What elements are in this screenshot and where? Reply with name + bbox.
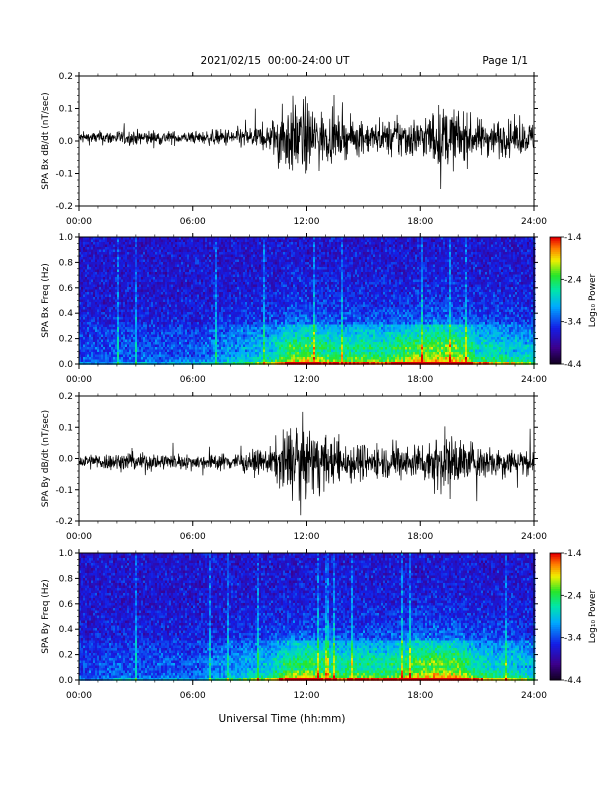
x-axis-title: Universal Time (hh:mm) — [219, 713, 346, 725]
y-tick-label: 0.2 — [59, 335, 73, 345]
x-tick-label: 24:00 — [521, 217, 547, 227]
y-tick-label: 0.0 — [59, 676, 74, 686]
panel-4: -1.4 -2.4 -3.4 -4.4 Log₁₀ Power 1.0 0.8 0.6 0.4 0… — [41, 549, 598, 701]
y-tick-label: 0.8 — [59, 258, 74, 268]
y-tick-label: -0.2 — [55, 202, 73, 212]
x-tick-label: 06:00 — [180, 691, 206, 701]
y-tick-label: 0.1 — [59, 423, 73, 433]
y-tick-label: -0.1 — [55, 170, 73, 180]
x-tick-label: 00:00 — [66, 375, 92, 385]
y-tick-label: 1.0 — [59, 549, 74, 559]
x-tick-label: 00:00 — [66, 691, 92, 701]
colorbar-tick-label: -3.4 — [564, 634, 582, 644]
y-tick-label: 1.0 — [59, 233, 74, 243]
y-tick-label: 0.6 — [59, 284, 74, 294]
x-tick-label: 06:00 — [180, 532, 206, 542]
x-tick-label: 12:00 — [294, 691, 320, 701]
y-tick-label: 0.1 — [59, 105, 73, 115]
panels: 0.2 0.1 0.0 -0.1 -0.2 00:00 06:00 12:00 18:00 24:… — [41, 72, 598, 701]
x-tick-label: 12:00 — [294, 217, 320, 227]
colorbar-tick-label: -1.4 — [564, 549, 582, 559]
colorbar-label: Log₁₀ Power — [588, 590, 598, 644]
x-tick-label: 12:00 — [294, 375, 320, 385]
series-trace — [79, 95, 534, 189]
heatmap-cells — [79, 553, 535, 681]
heatmap-cells — [79, 237, 535, 365]
x-tick-label: 12:00 — [294, 532, 320, 542]
x-tick-label: 24:00 — [521, 691, 547, 701]
figure: 2021/02/15 00:00-24:00 UT Page 1/1 0.20.… — [0, 0, 612, 792]
x-tick-label: 18:00 — [407, 691, 433, 701]
colorbar-label: Log₁₀ Power — [588, 274, 598, 328]
colorbar-tick-label: -2.4 — [564, 591, 582, 601]
y-axis-label: SPA Bx dB/dt (nT/sec) — [41, 92, 51, 189]
x-tick-label: 24:00 — [521, 532, 547, 542]
colorbar-tick-label: -4.4 — [564, 676, 582, 686]
y-tick-label: 0.0 — [59, 360, 74, 370]
panel-3: 0.2 0.1 0.0 -0.1 -0.2 00:00 06:00 12:00 18:00 24:… — [41, 392, 547, 542]
x-tick-label: 00:00 — [66, 217, 92, 227]
x-tick-label: 00:00 — [66, 532, 92, 542]
y-tick-label: 0.2 — [59, 72, 73, 82]
panel-2: -1.4 -2.4 -3.4 -4.4 Log₁₀ Power 1.0 0.8 0.6 0.4 0… — [41, 233, 598, 385]
y-tick-label: 0.4 — [59, 309, 74, 319]
colorbar-tick-label: -2.4 — [564, 275, 582, 285]
x-tick-label: 24:00 — [521, 375, 547, 385]
y-axis-label: SPA By Freq (Hz) — [41, 579, 51, 654]
x-tick-label: 18:00 — [407, 375, 433, 385]
x-tick-label: 18:00 — [407, 532, 433, 542]
y-axis-label: SPA By dB/dt (nT/sec) — [41, 410, 51, 507]
y-tick-label: -0.2 — [55, 517, 73, 527]
colorbar: -1.4 -2.4 -3.4 -4.4 Log₁₀ Power — [550, 233, 598, 370]
x-tick-label: 06:00 — [180, 217, 206, 227]
page-number: Page 1/1 — [482, 55, 528, 67]
y-tick-label: 0.8 — [59, 574, 74, 584]
colorbar: -1.4 -2.4 -3.4 -4.4 Log₁₀ Power — [550, 549, 598, 686]
y-tick-label: 0.0 — [59, 455, 74, 465]
y-tick-label: 0.2 — [59, 651, 73, 661]
y-tick-label: 0.6 — [59, 600, 74, 610]
panel-1: 0.2 0.1 0.0 -0.1 -0.2 00:00 06:00 12:00 18:00 24:… — [41, 72, 547, 227]
series-trace — [79, 412, 534, 515]
y-tick-label: -0.1 — [55, 486, 73, 496]
y-tick-label: 0.0 — [59, 137, 74, 147]
page-title: 2021/02/15 00:00-24:00 UT — [201, 55, 351, 67]
colorbar-tick-label: -3.4 — [564, 318, 582, 328]
y-tick-label: 0.2 — [59, 392, 73, 402]
colorbar-tick-label: -1.4 — [564, 233, 582, 243]
x-tick-label: 06:00 — [180, 375, 206, 385]
x-tick-label: 18:00 — [407, 217, 433, 227]
y-axis-label: SPA Bx Freq (Hz) — [41, 263, 51, 338]
y-tick-label: 0.4 — [59, 625, 74, 635]
colorbar-tick-label: -4.4 — [564, 360, 582, 370]
